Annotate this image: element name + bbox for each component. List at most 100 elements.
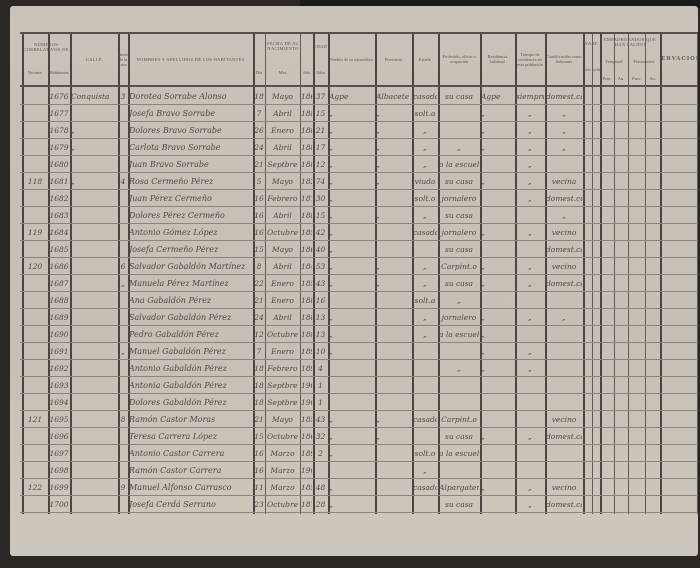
table-row: 120 1686 6 Salvador Gabaldón Martínez 8 Abril… bbox=[22, 258, 697, 275]
cell-nombre: Dolores Bravo Sorrabe bbox=[129, 126, 222, 135]
cell-vec bbox=[23, 343, 47, 360]
cell-dia: 15 bbox=[254, 432, 264, 441]
cell-casa: 8 bbox=[120, 415, 126, 424]
cell-dia: 16 bbox=[254, 194, 264, 203]
cell-nombre: Salvador Gabaldón Martínez bbox=[129, 262, 246, 271]
column-rule bbox=[70, 32, 72, 514]
cell-vec bbox=[23, 88, 47, 105]
row-rule bbox=[20, 325, 698, 326]
cell-calle bbox=[71, 411, 117, 428]
cell-tiempo: „ bbox=[528, 432, 532, 441]
header-edad: Años bbox=[315, 69, 326, 75]
column-rule bbox=[592, 32, 593, 514]
cell-estado bbox=[413, 428, 437, 445]
cell-calle: „ bbox=[71, 126, 75, 135]
cell-dia: 18 bbox=[254, 364, 264, 373]
cell-dia: 23 bbox=[254, 500, 264, 509]
cell-calle bbox=[71, 445, 117, 462]
cell-edad: 17 bbox=[315, 143, 326, 152]
cell-vec: 119 bbox=[27, 228, 43, 237]
header-au: Au. bbox=[649, 75, 656, 81]
cell-casa bbox=[119, 241, 127, 258]
cell-mes: Febrero bbox=[267, 194, 298, 203]
header-tiempo: Tiempo de residencia en esta población bbox=[517, 51, 543, 67]
cell-anio: 1885 bbox=[301, 109, 312, 118]
cell-residencia bbox=[481, 156, 514, 173]
cell-profesion bbox=[439, 394, 479, 411]
row-rule bbox=[20, 121, 698, 122]
cell-casa: 3 bbox=[120, 92, 126, 101]
cell-tiempo: „ bbox=[528, 177, 532, 186]
row-rule bbox=[20, 342, 698, 343]
cell-anio: 1827 bbox=[301, 177, 312, 186]
cell-estado: solt.a bbox=[414, 109, 436, 118]
table-row: 1692 Antonio Gabaldón Pérez 18Febrero1897 4… bbox=[22, 360, 697, 377]
cell-mes: Septbre bbox=[267, 381, 298, 390]
cell-nombre: Josefa Cermeño Pérez bbox=[129, 245, 219, 254]
cell-profesion: su casa bbox=[444, 245, 474, 254]
cell-provincia: „ bbox=[376, 279, 380, 288]
cell-provincia bbox=[376, 292, 411, 309]
cell-pueblo: „ bbox=[329, 177, 333, 186]
cell-nombre: Salvador Gabaldón Pérez bbox=[129, 313, 232, 322]
cell-cualidad bbox=[546, 292, 582, 309]
cell-edad: 48 bbox=[315, 483, 326, 492]
cell-provincia bbox=[376, 394, 411, 411]
cell-dia: 22 bbox=[254, 279, 264, 288]
cell-residencia: „ bbox=[481, 177, 485, 186]
cell-casa bbox=[119, 445, 127, 462]
header-dia: Día bbox=[255, 69, 263, 75]
cell-mes: Febrero bbox=[267, 364, 298, 373]
cell-cualidad: domest.co bbox=[546, 194, 582, 203]
cell-profesion: „ bbox=[457, 296, 461, 305]
cell-edad: 15 bbox=[315, 109, 326, 118]
cell-cualidad: vecino bbox=[551, 228, 577, 237]
cell-provincia bbox=[376, 326, 411, 343]
cell-residencia: „ bbox=[481, 364, 485, 373]
header-pueblo: Pueblo de su naturaleza bbox=[330, 56, 373, 62]
cell-pueblo: „ bbox=[329, 228, 333, 237]
cell-vec: 122 bbox=[27, 483, 43, 492]
cell-profesion: su casa bbox=[444, 279, 474, 288]
cell-provincia: „ bbox=[376, 126, 380, 135]
column-rule bbox=[438, 32, 440, 514]
cell-cualidad bbox=[546, 394, 582, 411]
header-pres: Pres. bbox=[602, 75, 612, 81]
cell-edad: 42 bbox=[315, 228, 326, 237]
cell-residencia: „ bbox=[481, 109, 485, 118]
row-rule bbox=[20, 189, 698, 190]
cell-dia: 16 bbox=[254, 449, 264, 458]
cell-nombre: Antonio Gabaldón Pérez bbox=[129, 364, 227, 373]
cell-dia: 26 bbox=[254, 126, 264, 135]
header-au: Au. bbox=[617, 75, 625, 81]
cell-dia: 18 bbox=[254, 398, 264, 407]
column-rule bbox=[375, 32, 377, 514]
cell-pueblo: „ bbox=[329, 415, 333, 424]
column-rule bbox=[545, 32, 547, 514]
cell-nombre: Manuel Gabaldón Pérez bbox=[129, 347, 226, 356]
cell-profesion: jornalero bbox=[441, 313, 477, 322]
cell-cualidad: domest.ca bbox=[546, 432, 582, 441]
cell-profesion bbox=[439, 122, 479, 139]
cell-residencia: „ bbox=[481, 228, 485, 237]
cell-hab: 1685 bbox=[49, 245, 69, 254]
cell-profesion: su casa bbox=[444, 500, 474, 509]
cell-provincia: Albacete bbox=[376, 92, 410, 101]
cell-nombre: Pedro Gabaldón Pérez bbox=[129, 330, 219, 339]
cell-vec bbox=[23, 428, 47, 445]
cell-calle bbox=[71, 190, 117, 207]
cell-hab: 1679 bbox=[49, 143, 69, 152]
cell-cualidad: „ bbox=[562, 313, 566, 322]
cell-anio: 1900 bbox=[301, 398, 312, 407]
row-rule bbox=[20, 172, 698, 173]
cell-hab: 1686 bbox=[49, 262, 69, 271]
cell-provincia bbox=[376, 479, 411, 496]
table-row: 1694 Dolores Gabaldón Pérez 18Septbre1900 1 bbox=[22, 394, 697, 411]
cell-estado bbox=[413, 377, 437, 394]
cell-residencia: „ bbox=[481, 330, 485, 339]
header-escribir: escribir bbox=[592, 66, 600, 72]
row-rule bbox=[20, 393, 698, 394]
row-rule bbox=[20, 308, 698, 309]
cell-mes: Enero bbox=[271, 279, 294, 288]
